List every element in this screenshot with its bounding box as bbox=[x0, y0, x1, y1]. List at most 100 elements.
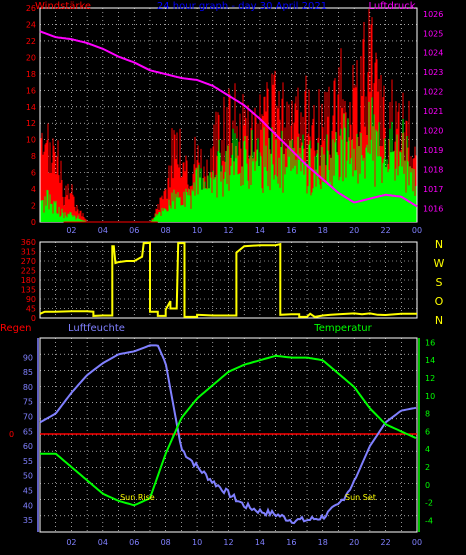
wind-y-tick: 26 bbox=[26, 4, 36, 13]
wind-direction-line bbox=[39, 241, 417, 318]
pressure-y-tick: 1025 bbox=[423, 29, 443, 38]
wind-y-tick: 14 bbox=[26, 103, 36, 112]
pressure-y-tick: 1021 bbox=[423, 107, 443, 116]
x-tick-label: 00 bbox=[412, 538, 422, 547]
humidity-y-tick: 80 bbox=[23, 383, 33, 392]
temperature-y-tick: 12 bbox=[425, 374, 435, 383]
x-tick-label: 18 bbox=[318, 538, 328, 547]
pressure-y-tick: 1023 bbox=[423, 68, 443, 77]
humidity-y-tick: 75 bbox=[23, 398, 33, 407]
x-tick-label: 22 bbox=[380, 538, 390, 547]
x-tick-label: 12 bbox=[223, 226, 233, 235]
humidity-y-tick: 55 bbox=[23, 457, 33, 466]
sunrise-label: Sun Rise bbox=[120, 493, 155, 502]
wind-y-tick: 20 bbox=[26, 53, 36, 62]
humidity-axis-title: Luftfeuchte bbox=[68, 323, 125, 334]
temperature-y-tick: 4 bbox=[425, 445, 430, 454]
temperature-y-tick: -2 bbox=[425, 499, 433, 508]
pressure-y-tick: 1016 bbox=[423, 204, 443, 213]
humidity-y-tick: 65 bbox=[23, 427, 33, 436]
direction-y-tick: 90 bbox=[26, 295, 36, 304]
direction-y-tick: 270 bbox=[21, 257, 36, 266]
pressure-y-tick: 1019 bbox=[423, 146, 443, 155]
temperature-y-tick: 14 bbox=[425, 356, 435, 365]
pressure-y-tick: 1018 bbox=[423, 165, 443, 174]
x-tick-label: 22 bbox=[380, 226, 390, 235]
wind-y-tick: 16 bbox=[26, 86, 36, 95]
chart-title: 24 hour graph - day 30 April 2021 bbox=[157, 1, 327, 12]
direction-y-tick: 0 bbox=[31, 314, 36, 323]
temperature-axis-title: Temperatur bbox=[313, 323, 372, 334]
pressure-y-tick: 1024 bbox=[423, 49, 443, 58]
compass-letter: S bbox=[436, 276, 443, 289]
temperature-line bbox=[40, 354, 417, 507]
direction-y-tick: 360 bbox=[21, 238, 36, 247]
humidity-y-tick: 70 bbox=[23, 412, 33, 421]
direction-y-tick: 180 bbox=[21, 276, 36, 285]
x-tick-label: 04 bbox=[98, 538, 108, 547]
humidity-y-tick: 85 bbox=[23, 368, 33, 377]
compass-letter: W bbox=[434, 257, 445, 270]
sunset-label: Sun Set bbox=[345, 493, 376, 502]
compass-letter: N bbox=[435, 314, 443, 327]
x-tick-label: 02 bbox=[66, 226, 76, 235]
wind-y-tick: 12 bbox=[26, 119, 36, 128]
humidity-y-tick: 90 bbox=[23, 353, 33, 362]
direction-y-tick: 45 bbox=[26, 305, 36, 314]
rain-y-tick: 0 bbox=[9, 430, 14, 439]
pressure-y-tick: 1022 bbox=[423, 88, 443, 97]
x-tick-label: 08 bbox=[161, 538, 171, 547]
direction-y-tick: 135 bbox=[21, 286, 36, 295]
temperature-y-tick: 0 bbox=[425, 481, 430, 490]
x-tick-label: 18 bbox=[318, 226, 328, 235]
x-tick-label: 00 bbox=[412, 226, 422, 235]
x-tick-label: 16 bbox=[286, 226, 296, 235]
compass-letter: O bbox=[435, 295, 444, 308]
x-tick-label: 08 bbox=[161, 226, 171, 235]
compass-letter: N bbox=[435, 238, 443, 251]
humidity-y-tick: 45 bbox=[23, 487, 33, 496]
pressure-y-tick: 1020 bbox=[423, 127, 443, 136]
rain-axis-title: Regen bbox=[0, 323, 32, 334]
x-tick-label: 10 bbox=[192, 538, 202, 547]
humidity-line bbox=[39, 344, 417, 525]
x-tick-label: 10 bbox=[192, 226, 202, 235]
x-tick-label: 12 bbox=[223, 538, 233, 547]
temperature-y-tick: -4 bbox=[425, 516, 433, 525]
humidity-y-tick: 60 bbox=[23, 442, 33, 451]
wind-y-tick: 2 bbox=[31, 202, 36, 211]
humidity-y-tick: 50 bbox=[23, 472, 33, 481]
x-tick-label: 04 bbox=[98, 226, 108, 235]
temperature-y-tick: 16 bbox=[425, 338, 435, 347]
humidity-y-tick: 40 bbox=[23, 501, 33, 510]
x-tick-label: 06 bbox=[129, 226, 139, 235]
pressure-y-tick: 1017 bbox=[423, 185, 443, 194]
temperature-y-tick: 2 bbox=[425, 463, 430, 472]
x-tick-label: 14 bbox=[255, 226, 265, 235]
wind-y-tick: 8 bbox=[31, 152, 36, 161]
wind-y-tick: 10 bbox=[26, 136, 36, 145]
wind-y-tick: 0 bbox=[31, 218, 36, 227]
pressure-y-tick: 1026 bbox=[423, 10, 443, 19]
temperature-y-tick: 10 bbox=[425, 392, 435, 401]
temperature-y-tick: 6 bbox=[425, 427, 430, 436]
x-tick-label: 02 bbox=[66, 538, 76, 547]
direction-y-tick: 315 bbox=[21, 248, 36, 257]
wind-y-tick: 22 bbox=[26, 37, 36, 46]
x-tick-label: 16 bbox=[286, 538, 296, 547]
humidity-y-tick: 35 bbox=[23, 516, 33, 525]
wind-y-tick: 4 bbox=[31, 185, 36, 194]
x-tick-label: 14 bbox=[255, 538, 265, 547]
x-tick-label: 20 bbox=[349, 538, 359, 547]
wind-y-tick: 24 bbox=[26, 20, 36, 29]
x-tick-label: 06 bbox=[129, 538, 139, 547]
wind-axis-title: Windstärke bbox=[35, 1, 91, 12]
pressure-line bbox=[39, 30, 418, 208]
wind-y-tick: 18 bbox=[26, 70, 36, 79]
direction-y-tick: 225 bbox=[21, 267, 36, 276]
pressure-axis-title: Luftdruck bbox=[368, 1, 415, 12]
temperature-y-tick: 8 bbox=[425, 410, 430, 419]
wind-y-tick: 6 bbox=[31, 169, 36, 178]
x-tick-label: 20 bbox=[349, 226, 359, 235]
